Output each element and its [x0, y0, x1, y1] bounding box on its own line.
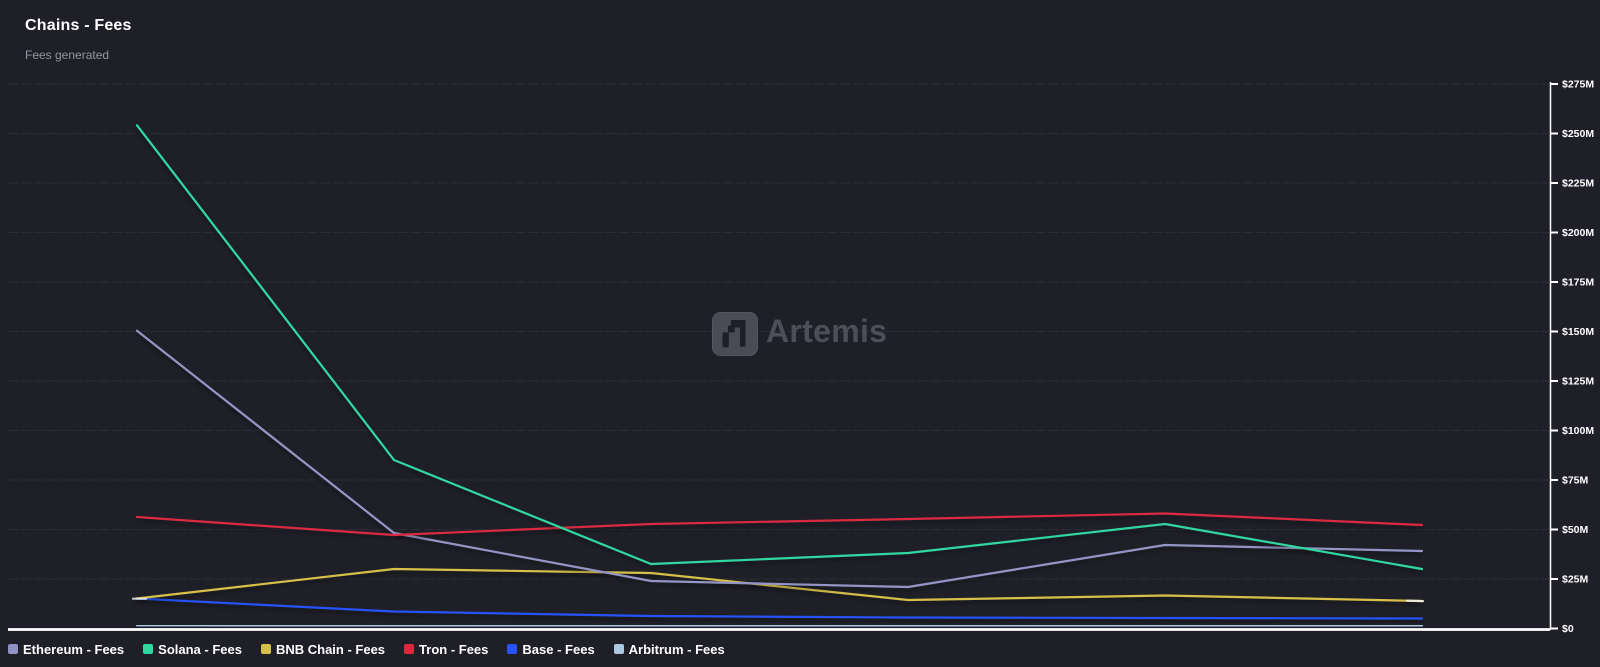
svg-text:$100M: $100M	[1562, 425, 1594, 437]
svg-text:$125M: $125M	[1562, 376, 1594, 388]
svg-text:$275M: $275M	[1562, 79, 1594, 91]
svg-text:$175M: $175M	[1562, 277, 1594, 289]
svg-text:$0: $0	[1562, 623, 1574, 635]
svg-text:$250M: $250M	[1562, 128, 1594, 140]
svg-text:$150M: $150M	[1562, 326, 1594, 338]
svg-text:$75M: $75M	[1562, 475, 1589, 487]
svg-text:$200M: $200M	[1562, 227, 1594, 239]
svg-text:$50M: $50M	[1562, 524, 1589, 536]
svg-text:$25M: $25M	[1562, 574, 1589, 586]
svg-text:$225M: $225M	[1562, 178, 1594, 190]
